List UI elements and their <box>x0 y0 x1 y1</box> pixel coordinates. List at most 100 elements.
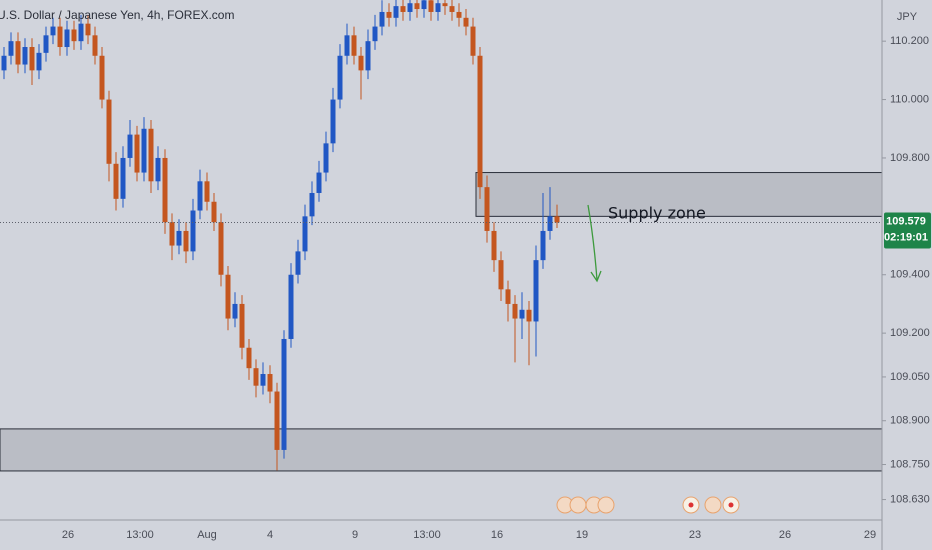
candle-body <box>239 303 245 348</box>
x-tick-label: 26 <box>779 529 791 541</box>
last-price-tag <box>884 212 931 249</box>
last-price-label: 109.579 <box>886 215 926 227</box>
candle-body <box>407 3 413 12</box>
candle-body <box>554 216 560 223</box>
x-tick-label: 13:00 <box>126 529 154 541</box>
candle-body <box>442 3 448 7</box>
candle-body <box>365 41 371 71</box>
x-tick-label: 13:00 <box>413 529 441 541</box>
arrow <box>587 204 602 283</box>
candle-body <box>267 374 273 392</box>
x-tick-label: 26 <box>62 529 74 541</box>
candle-body <box>295 251 301 275</box>
candle-body <box>330 99 336 144</box>
candle-body <box>155 157 161 182</box>
candle-body <box>547 216 553 231</box>
candle-body <box>519 309 525 319</box>
x-tick-label: 29 <box>864 529 876 541</box>
candle-body <box>78 23 84 42</box>
candle-body <box>57 26 63 48</box>
candle-body <box>211 201 217 223</box>
candle-body <box>148 128 154 182</box>
candle-body <box>22 47 28 65</box>
candle-body <box>463 17 469 27</box>
y-tick-label: 109.200 <box>890 327 930 339</box>
candle-body <box>449 6 455 12</box>
candle-body <box>141 128 147 173</box>
candle-body <box>302 216 308 252</box>
candle-body <box>183 230 189 252</box>
currency-label: JPY <box>897 11 918 23</box>
candle-body <box>484 187 490 231</box>
x-tick-label: 19 <box>576 529 588 541</box>
candle-body <box>456 11 462 18</box>
candle-body <box>162 157 168 223</box>
candle-body <box>281 338 287 450</box>
x-tick-label: 4 <box>267 529 273 541</box>
candle-body <box>99 55 105 100</box>
candle-body <box>36 52 42 71</box>
candle-body <box>316 172 322 193</box>
y-tick-label: 110.000 <box>890 93 929 105</box>
candle-body <box>358 55 364 71</box>
candle-body <box>92 35 98 56</box>
candle-body <box>414 3 420 10</box>
y-tick-label: 109.800 <box>890 152 930 164</box>
candle-body <box>344 35 350 56</box>
candle-body <box>540 230 546 261</box>
x-tick-label: 9 <box>352 529 358 541</box>
candle-body <box>232 303 238 319</box>
candle-body <box>337 55 343 100</box>
candle-body <box>225 274 231 319</box>
candle-body <box>64 29 70 48</box>
x-tick-label: 23 <box>689 529 701 541</box>
candle-body <box>505 289 511 304</box>
candle-body <box>393 6 399 18</box>
candle-body <box>197 181 203 211</box>
candle-body <box>309 192 315 217</box>
candle-body <box>120 157 126 199</box>
candle-body <box>351 35 357 56</box>
zone-label: Supply zone <box>608 204 706 223</box>
x-tick-label: Aug <box>197 529 217 541</box>
candle-body <box>113 163 119 199</box>
y-tick-label: 109.400 <box>890 269 930 281</box>
candle-body <box>50 26 56 36</box>
candle-body <box>204 181 210 202</box>
candle-body <box>512 303 518 319</box>
candle-body <box>428 0 434 12</box>
candle-body <box>15 41 21 65</box>
candle-body <box>470 26 476 56</box>
candle-body <box>288 274 294 339</box>
chart-title: U.S. Dollar / Japanese Yen, 4h, FOREX.co… <box>0 8 234 22</box>
candle-body <box>260 374 266 386</box>
candle-body <box>435 3 441 12</box>
y-tick-label: 108.750 <box>890 458 930 470</box>
countdown: 02:19:01 <box>884 231 928 243</box>
candle-body <box>526 309 532 322</box>
candle-body <box>106 99 112 164</box>
candle-body <box>400 6 406 12</box>
candle-body <box>190 210 196 252</box>
candle-body <box>246 347 252 369</box>
candle-body <box>176 230 182 246</box>
event-icons <box>556 496 740 514</box>
candle-body <box>29 47 35 71</box>
candle-body <box>372 26 378 42</box>
candle-body <box>253 368 259 386</box>
candle-body <box>421 0 427 10</box>
x-tick-label: 16 <box>491 529 503 541</box>
candle-body <box>498 260 504 290</box>
candle-body <box>71 29 77 42</box>
candle-body <box>85 23 91 36</box>
candle-body <box>491 230 497 261</box>
candle-body <box>1 55 7 71</box>
candle-body <box>477 55 483 188</box>
candle-body <box>43 35 49 53</box>
y-tick-label: 108.900 <box>890 415 930 427</box>
y-tick-label: 109.050 <box>890 371 930 383</box>
candle-body <box>218 222 224 275</box>
candle-body <box>169 222 175 246</box>
candle-body <box>533 260 539 322</box>
